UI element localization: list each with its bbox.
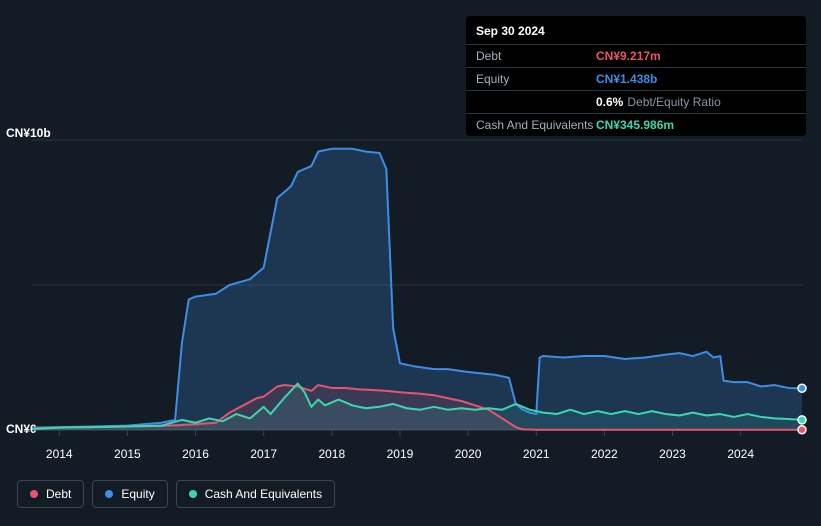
legend-dot-icon (30, 490, 38, 498)
legend-item-cash-and-equivalents[interactable]: Cash And Equivalents (176, 480, 335, 508)
legend-item-debt[interactable]: Debt (17, 480, 84, 508)
tooltip-key: Equity (476, 72, 596, 86)
tooltip-row: 0.6%Debt/Equity Ratio (466, 90, 806, 113)
x-axis-labels: 2014 2015 2016 2017 2018 2019 2020 2021 2022 2023… (17, 447, 807, 467)
x-axis-year: 2016 (182, 447, 209, 461)
tooltip-row: DebtCN¥9.217m (466, 44, 806, 67)
x-axis-year: 2019 (387, 447, 414, 461)
x-axis-year: 2024 (727, 447, 754, 461)
x-axis-year: 2022 (591, 447, 618, 461)
tooltip-value: 0.6%Debt/Equity Ratio (596, 95, 796, 109)
legend-label: Debt (46, 487, 71, 501)
legend-label: Equity (121, 487, 154, 501)
x-axis-year: 2017 (250, 447, 277, 461)
legend-dot-icon (189, 490, 197, 498)
tooltip-row: EquityCN¥1.438b (466, 67, 806, 90)
tooltip-date: Sep 30 2024 (466, 16, 806, 44)
tooltip-key: Debt (476, 49, 596, 63)
chart-legend: Debt Equity Cash And Equivalents (17, 480, 335, 508)
x-axis-year: 2021 (523, 447, 550, 461)
tooltip-value: CN¥1.438b (596, 72, 796, 86)
legend-dot-icon (105, 490, 113, 498)
x-axis-year: 2023 (659, 447, 686, 461)
x-axis-year: 2015 (114, 447, 141, 461)
legend-label: Cash And Equivalents (205, 487, 322, 501)
tooltip-key (476, 95, 596, 109)
tooltip-value: CN¥9.217m (596, 49, 796, 63)
chart-tooltip: Sep 30 2024 DebtCN¥9.217mEquityCN¥1.438b… (466, 16, 806, 136)
legend-item-equity[interactable]: Equity (92, 480, 167, 508)
x-axis-year: 2018 (318, 447, 345, 461)
x-axis-year: 2020 (455, 447, 482, 461)
x-axis-year: 2014 (46, 447, 73, 461)
financial-chart (17, 120, 807, 470)
